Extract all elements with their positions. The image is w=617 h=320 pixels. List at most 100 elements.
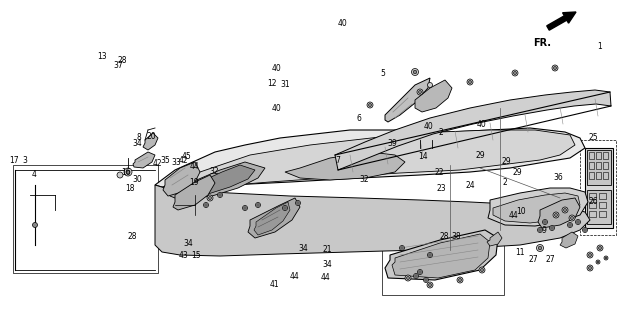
Text: 28: 28 xyxy=(439,232,449,241)
Circle shape xyxy=(587,265,593,271)
Circle shape xyxy=(124,168,132,176)
Circle shape xyxy=(468,81,471,84)
Polygon shape xyxy=(538,198,580,228)
Polygon shape xyxy=(173,175,215,210)
Text: 40: 40 xyxy=(271,64,281,73)
Text: 16: 16 xyxy=(122,168,131,177)
Circle shape xyxy=(419,271,421,273)
Text: 8: 8 xyxy=(136,133,141,142)
Circle shape xyxy=(283,205,288,211)
Circle shape xyxy=(418,91,421,93)
Circle shape xyxy=(604,256,608,260)
Circle shape xyxy=(597,261,599,263)
Circle shape xyxy=(587,252,593,258)
Circle shape xyxy=(297,202,299,204)
Text: 34: 34 xyxy=(132,139,142,148)
Circle shape xyxy=(577,221,579,223)
Text: 27: 27 xyxy=(529,255,539,264)
Circle shape xyxy=(423,277,428,283)
Polygon shape xyxy=(493,193,580,223)
Circle shape xyxy=(513,71,516,75)
Text: 36: 36 xyxy=(553,173,563,182)
Circle shape xyxy=(589,253,592,257)
Circle shape xyxy=(117,172,123,178)
Circle shape xyxy=(242,205,247,211)
Circle shape xyxy=(553,67,557,69)
Bar xyxy=(599,193,606,199)
Text: 43: 43 xyxy=(179,252,189,260)
Text: 23: 23 xyxy=(436,184,446,193)
Circle shape xyxy=(589,267,592,269)
Bar xyxy=(596,162,601,169)
Text: 1: 1 xyxy=(597,42,602,51)
Text: 4: 4 xyxy=(31,170,36,179)
Circle shape xyxy=(551,227,553,229)
Text: 42: 42 xyxy=(152,159,162,168)
Text: 37: 37 xyxy=(114,61,123,70)
Text: 44: 44 xyxy=(189,162,199,171)
Text: 40: 40 xyxy=(424,122,434,131)
Circle shape xyxy=(244,207,246,209)
Circle shape xyxy=(576,220,581,225)
Circle shape xyxy=(553,212,559,218)
Circle shape xyxy=(296,201,300,205)
Text: 15: 15 xyxy=(191,252,201,260)
Circle shape xyxy=(33,222,38,228)
Circle shape xyxy=(284,207,286,209)
Circle shape xyxy=(598,246,602,250)
Text: 40: 40 xyxy=(476,120,486,129)
Circle shape xyxy=(415,275,417,277)
Text: 30: 30 xyxy=(132,175,142,184)
Text: 10: 10 xyxy=(516,207,526,216)
Circle shape xyxy=(512,70,518,76)
Bar xyxy=(596,152,601,159)
Text: 35: 35 xyxy=(160,156,170,164)
Circle shape xyxy=(207,195,213,201)
Circle shape xyxy=(582,228,587,233)
Text: 40: 40 xyxy=(271,104,281,113)
Text: 29: 29 xyxy=(512,168,522,177)
Text: 18: 18 xyxy=(125,184,135,193)
Text: 19: 19 xyxy=(189,178,199,187)
Bar xyxy=(603,172,608,179)
Text: 29: 29 xyxy=(501,157,511,166)
Circle shape xyxy=(367,102,373,108)
Text: FR.: FR. xyxy=(533,38,551,48)
Polygon shape xyxy=(560,232,578,248)
Circle shape xyxy=(562,207,568,213)
Circle shape xyxy=(368,103,371,107)
Bar xyxy=(589,202,596,208)
Text: 32: 32 xyxy=(359,175,369,184)
Text: 34: 34 xyxy=(299,244,308,253)
Text: 28: 28 xyxy=(128,232,138,241)
Circle shape xyxy=(544,221,546,223)
Circle shape xyxy=(428,284,431,286)
Polygon shape xyxy=(178,165,255,196)
Circle shape xyxy=(538,246,542,250)
Circle shape xyxy=(257,204,259,206)
Circle shape xyxy=(467,79,473,85)
Circle shape xyxy=(255,203,260,207)
Bar xyxy=(13,165,158,273)
Circle shape xyxy=(458,278,462,282)
Text: 34: 34 xyxy=(183,239,193,248)
Text: 26: 26 xyxy=(589,197,598,206)
Bar xyxy=(589,162,594,169)
Circle shape xyxy=(428,252,433,258)
Text: 9: 9 xyxy=(542,226,547,235)
Circle shape xyxy=(418,269,423,275)
Circle shape xyxy=(550,226,555,230)
Bar xyxy=(603,152,608,159)
Circle shape xyxy=(429,254,431,256)
Text: 11: 11 xyxy=(515,248,524,257)
Polygon shape xyxy=(163,162,200,196)
Polygon shape xyxy=(487,232,502,246)
Text: 27: 27 xyxy=(545,255,555,264)
Text: 22: 22 xyxy=(434,168,444,177)
Text: 31: 31 xyxy=(280,80,290,89)
Polygon shape xyxy=(133,152,155,168)
Bar xyxy=(599,202,606,208)
Circle shape xyxy=(552,65,558,71)
Text: 29: 29 xyxy=(475,151,485,160)
Text: 12: 12 xyxy=(267,79,276,88)
